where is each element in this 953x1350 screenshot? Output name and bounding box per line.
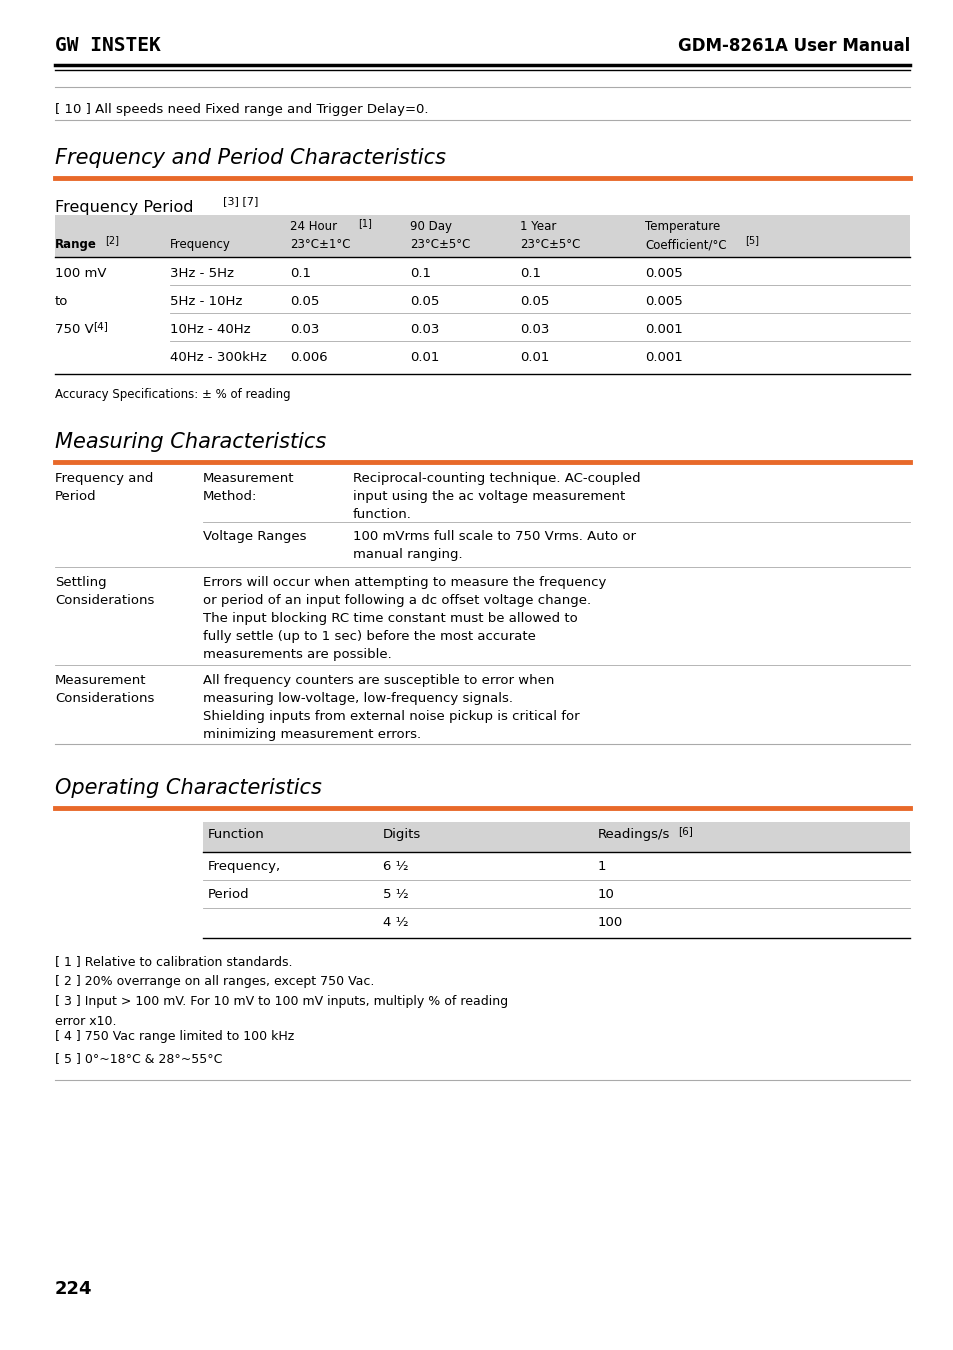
Text: measuring low-voltage, low-frequency signals.: measuring low-voltage, low-frequency sig… (203, 693, 513, 705)
Text: 40Hz - 300kHz: 40Hz - 300kHz (170, 351, 267, 364)
Text: 0.001: 0.001 (644, 323, 682, 336)
Text: Accuracy Specifications: ± % of reading: Accuracy Specifications: ± % of reading (55, 387, 291, 401)
Text: 6 ½: 6 ½ (382, 860, 408, 873)
Text: Errors will occur when attempting to measure the frequency: Errors will occur when attempting to mea… (203, 576, 606, 589)
Text: 10Hz - 40Hz: 10Hz - 40Hz (170, 323, 251, 336)
Text: 0.1: 0.1 (410, 267, 431, 279)
Text: Frequency Period: Frequency Period (55, 200, 193, 215)
Text: GW INSTEK: GW INSTEK (55, 36, 161, 55)
Text: 0.03: 0.03 (290, 323, 319, 336)
Text: Coefficient/°C: Coefficient/°C (644, 238, 726, 251)
Text: 0.05: 0.05 (410, 296, 439, 308)
Text: [ 10 ] All speeds need Fixed range and Trigger Delay=0.: [ 10 ] All speeds need Fixed range and T… (55, 103, 428, 116)
Text: GDM-8261A User Manual: GDM-8261A User Manual (677, 36, 909, 55)
Text: Temperature: Temperature (644, 220, 720, 234)
Text: Period: Period (55, 490, 96, 504)
Text: measurements are possible.: measurements are possible. (203, 648, 392, 662)
Text: to: to (55, 296, 69, 308)
Text: 0.01: 0.01 (519, 351, 549, 364)
Text: 5Hz - 10Hz: 5Hz - 10Hz (170, 296, 242, 308)
Text: All frequency counters are susceptible to error when: All frequency counters are susceptible t… (203, 674, 554, 687)
Text: Method:: Method: (203, 490, 257, 504)
Text: 5 ½: 5 ½ (382, 888, 408, 900)
Text: Considerations: Considerations (55, 594, 154, 608)
Text: Frequency and: Frequency and (55, 472, 153, 485)
Text: Considerations: Considerations (55, 693, 154, 705)
Text: 23°C±5°C: 23°C±5°C (519, 238, 579, 251)
Text: [6]: [6] (678, 826, 692, 836)
Text: 0.005: 0.005 (644, 267, 682, 279)
Text: 750 V: 750 V (55, 323, 93, 336)
Text: fully settle (up to 1 sec) before the most accurate: fully settle (up to 1 sec) before the mo… (203, 630, 536, 643)
Text: [ 5 ] 0°~18°C & 28°~55°C: [ 5 ] 0°~18°C & 28°~55°C (55, 1052, 222, 1065)
Text: input using the ac voltage measurement: input using the ac voltage measurement (353, 490, 624, 504)
Bar (55, 215, 909, 256)
Text: 4 ½: 4 ½ (382, 917, 408, 929)
Text: 0.1: 0.1 (290, 267, 311, 279)
Text: Range: Range (55, 238, 97, 251)
Text: 0.001: 0.001 (644, 351, 682, 364)
Text: or period of an input following a dc offset voltage change.: or period of an input following a dc off… (203, 594, 591, 608)
Text: 23°C±5°C: 23°C±5°C (410, 238, 470, 251)
Text: manual ranging.: manual ranging. (353, 548, 462, 562)
Text: Frequency and Period Characteristics: Frequency and Period Characteristics (55, 148, 446, 167)
Text: Readings/s: Readings/s (598, 828, 670, 841)
Text: Frequency: Frequency (170, 238, 231, 251)
Text: function.: function. (353, 508, 412, 521)
Text: 1 Year: 1 Year (519, 220, 556, 234)
Text: 0.1: 0.1 (519, 267, 540, 279)
Text: error x10.: error x10. (55, 1015, 116, 1027)
Text: [1]: [1] (357, 217, 372, 228)
Text: 10: 10 (598, 888, 615, 900)
Text: 0.03: 0.03 (519, 323, 549, 336)
Text: 0.005: 0.005 (644, 296, 682, 308)
Text: [2]: [2] (105, 235, 119, 244)
Text: 3Hz - 5Hz: 3Hz - 5Hz (170, 267, 233, 279)
Text: [3] [7]: [3] [7] (223, 196, 258, 207)
Text: 23°C±1°C: 23°C±1°C (290, 238, 350, 251)
Text: Measurement: Measurement (55, 674, 147, 687)
Text: Shielding inputs from external noise pickup is critical for: Shielding inputs from external noise pic… (203, 710, 579, 724)
Text: Settling: Settling (55, 576, 107, 589)
Text: 0.01: 0.01 (410, 351, 439, 364)
Text: The input blocking RC time constant must be allowed to: The input blocking RC time constant must… (203, 612, 578, 625)
Text: 0.03: 0.03 (410, 323, 439, 336)
Text: Operating Characteristics: Operating Characteristics (55, 778, 321, 798)
Text: Voltage Ranges: Voltage Ranges (203, 531, 306, 543)
Text: Measuring Characteristics: Measuring Characteristics (55, 432, 326, 452)
Text: minimizing measurement errors.: minimizing measurement errors. (203, 728, 420, 741)
Text: Digits: Digits (382, 828, 421, 841)
Text: [ 3 ] Input > 100 mV. For 10 mV to 100 mV inputs, multiply % of reading: [ 3 ] Input > 100 mV. For 10 mV to 100 m… (55, 995, 508, 1008)
Text: 0.006: 0.006 (290, 351, 327, 364)
Bar (203, 822, 909, 852)
Text: Measurement: Measurement (203, 472, 294, 485)
Text: 0.05: 0.05 (290, 296, 319, 308)
Text: 24 Hour: 24 Hour (290, 220, 336, 234)
Text: Period: Period (208, 888, 250, 900)
Text: 90 Day: 90 Day (410, 220, 452, 234)
Text: Frequency,: Frequency, (208, 860, 281, 873)
Text: Reciprocal-counting technique. AC-coupled: Reciprocal-counting technique. AC-couple… (353, 472, 640, 485)
Text: 100: 100 (598, 917, 622, 929)
Text: 100 mV: 100 mV (55, 267, 107, 279)
Text: 0.05: 0.05 (519, 296, 549, 308)
Text: [5]: [5] (744, 235, 759, 244)
Text: [ 4 ] 750 Vac range limited to 100 kHz: [ 4 ] 750 Vac range limited to 100 kHz (55, 1030, 294, 1044)
Text: [ 1 ] Relative to calibration standards.: [ 1 ] Relative to calibration standards. (55, 954, 293, 968)
Text: [ 2 ] 20% overrange on all ranges, except 750 Vac.: [ 2 ] 20% overrange on all ranges, excep… (55, 975, 374, 988)
Text: 100 mVrms full scale to 750 Vrms. Auto or: 100 mVrms full scale to 750 Vrms. Auto o… (353, 531, 636, 543)
Text: 224: 224 (55, 1280, 92, 1297)
Text: 1: 1 (598, 860, 606, 873)
Text: Function: Function (208, 828, 265, 841)
Text: [4]: [4] (92, 321, 108, 331)
